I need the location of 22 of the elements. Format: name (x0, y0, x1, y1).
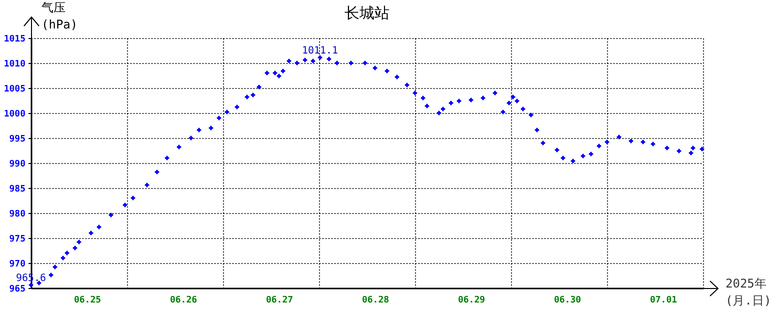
y-tick-label: 965 (9, 284, 26, 294)
y-tick-label: 990 (9, 160, 26, 170)
y-tick-label: 1005 (4, 84, 26, 94)
y-tick-label: 1015 (4, 34, 26, 44)
x-axis-title: 2025年 (月.日) (726, 276, 772, 308)
x-tick-label: 06.29 (458, 296, 486, 306)
y-tick-label: 985 (9, 184, 26, 194)
y-tick-label: 975 (9, 234, 26, 244)
y-tick-label: 1000 (4, 110, 26, 120)
chart-title: 长城站 (344, 4, 390, 22)
y-axis-title: 气压 (hPa) (42, 0, 78, 32)
y-tick-label: 980 (9, 210, 26, 220)
y-tick-label: 995 (9, 134, 26, 144)
x-tick-label: 06.28 (362, 296, 390, 306)
x-tick-label: 06.30 (554, 296, 582, 306)
annotation: 1011.1 (302, 46, 338, 56)
x-tick-label: 06.26 (170, 296, 198, 306)
x-tick-label: 06.25 (74, 296, 102, 306)
x-tick-label: 06.27 (266, 296, 294, 306)
y-tick-label: 1010 (4, 60, 26, 70)
x-tick-label: 07.01 (650, 296, 678, 306)
y-tick-label: 970 (9, 260, 26, 270)
